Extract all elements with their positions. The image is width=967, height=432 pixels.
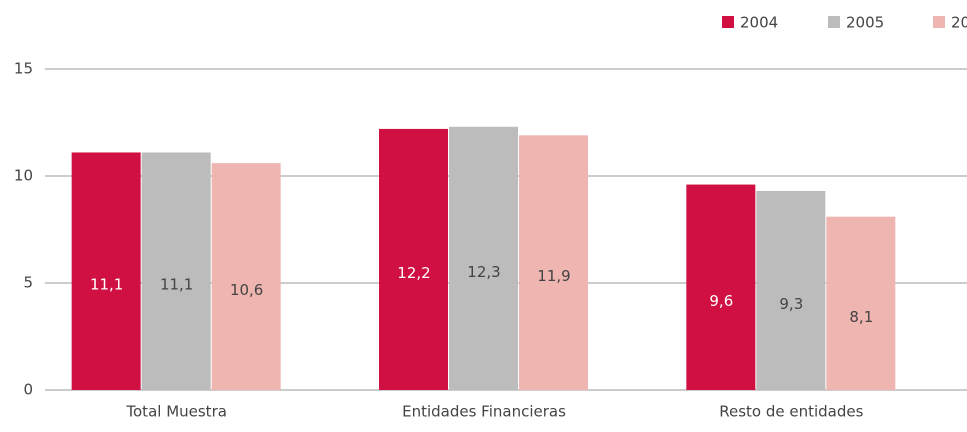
- bar: [141, 152, 211, 390]
- legend-swatch: [933, 16, 945, 28]
- value-label: 11,1: [90, 276, 123, 294]
- bar: [686, 184, 756, 390]
- legend-label: 2004: [740, 14, 778, 32]
- value-label: 10,6: [230, 281, 263, 299]
- value-label: 11,1: [160, 276, 193, 294]
- x-tick-label: Resto de entidades: [719, 403, 863, 421]
- value-label: 8,1: [849, 308, 873, 326]
- legend-label: 2005: [846, 14, 884, 32]
- bar: [826, 216, 896, 390]
- legend-swatch: [722, 16, 734, 28]
- value-label: 11,9: [537, 267, 570, 285]
- value-label: 12,3: [467, 263, 500, 281]
- value-label: 12,2: [397, 264, 430, 282]
- value-label: 9,6: [709, 292, 733, 310]
- legend-swatch: [828, 16, 840, 28]
- y-tick-label: 0: [23, 381, 33, 399]
- x-tick-label: Total Muestra: [125, 403, 227, 421]
- bar: [211, 163, 281, 390]
- bar: [519, 135, 588, 390]
- legend-label: 2006: [951, 14, 967, 32]
- y-tick-label: 15: [14, 60, 33, 78]
- bar: [71, 152, 141, 390]
- bar: [756, 190, 826, 390]
- y-tick-label: 10: [14, 167, 33, 185]
- y-tick-label: 5: [23, 274, 33, 292]
- x-tick-label: Entidades Financieras: [402, 403, 566, 421]
- value-label: 9,3: [779, 295, 803, 313]
- bar: [449, 126, 518, 390]
- bar: [379, 128, 448, 391]
